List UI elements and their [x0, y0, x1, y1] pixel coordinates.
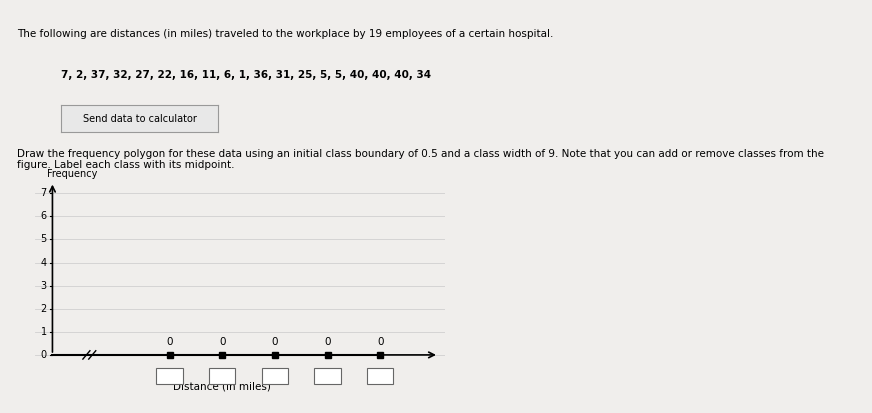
Text: Send data to calculator: Send data to calculator: [83, 114, 196, 124]
Text: 1: 1: [40, 327, 46, 337]
Text: Draw the frequency polygon for these data using an initial class boundary of 0.5: Draw the frequency polygon for these dat…: [17, 149, 824, 170]
Text: 0: 0: [167, 337, 173, 347]
Text: 0: 0: [272, 337, 278, 347]
FancyBboxPatch shape: [209, 368, 235, 384]
Text: 2: 2: [40, 304, 46, 314]
Text: Distance (in miles): Distance (in miles): [174, 382, 271, 392]
Text: 7, 2, 37, 32, 27, 22, 16, 11, 6, 1, 36, 31, 25, 5, 5, 40, 40, 40, 34: 7, 2, 37, 32, 27, 22, 16, 11, 6, 1, 36, …: [61, 70, 431, 80]
Text: 3: 3: [40, 281, 46, 291]
FancyBboxPatch shape: [262, 368, 288, 384]
Text: 0: 0: [219, 337, 226, 347]
Text: 6: 6: [40, 211, 46, 221]
Text: 4: 4: [40, 258, 46, 268]
Text: 0: 0: [324, 337, 330, 347]
Text: Frequency: Frequency: [46, 169, 97, 179]
Text: 0: 0: [40, 350, 46, 360]
Text: 7: 7: [40, 188, 46, 198]
Text: 5: 5: [40, 235, 46, 244]
FancyBboxPatch shape: [315, 368, 341, 384]
FancyBboxPatch shape: [156, 368, 183, 384]
Text: 0: 0: [377, 337, 384, 347]
FancyBboxPatch shape: [367, 368, 393, 384]
Text: The following are distances (in miles) traveled to the workplace by 19 employees: The following are distances (in miles) t…: [17, 29, 554, 39]
